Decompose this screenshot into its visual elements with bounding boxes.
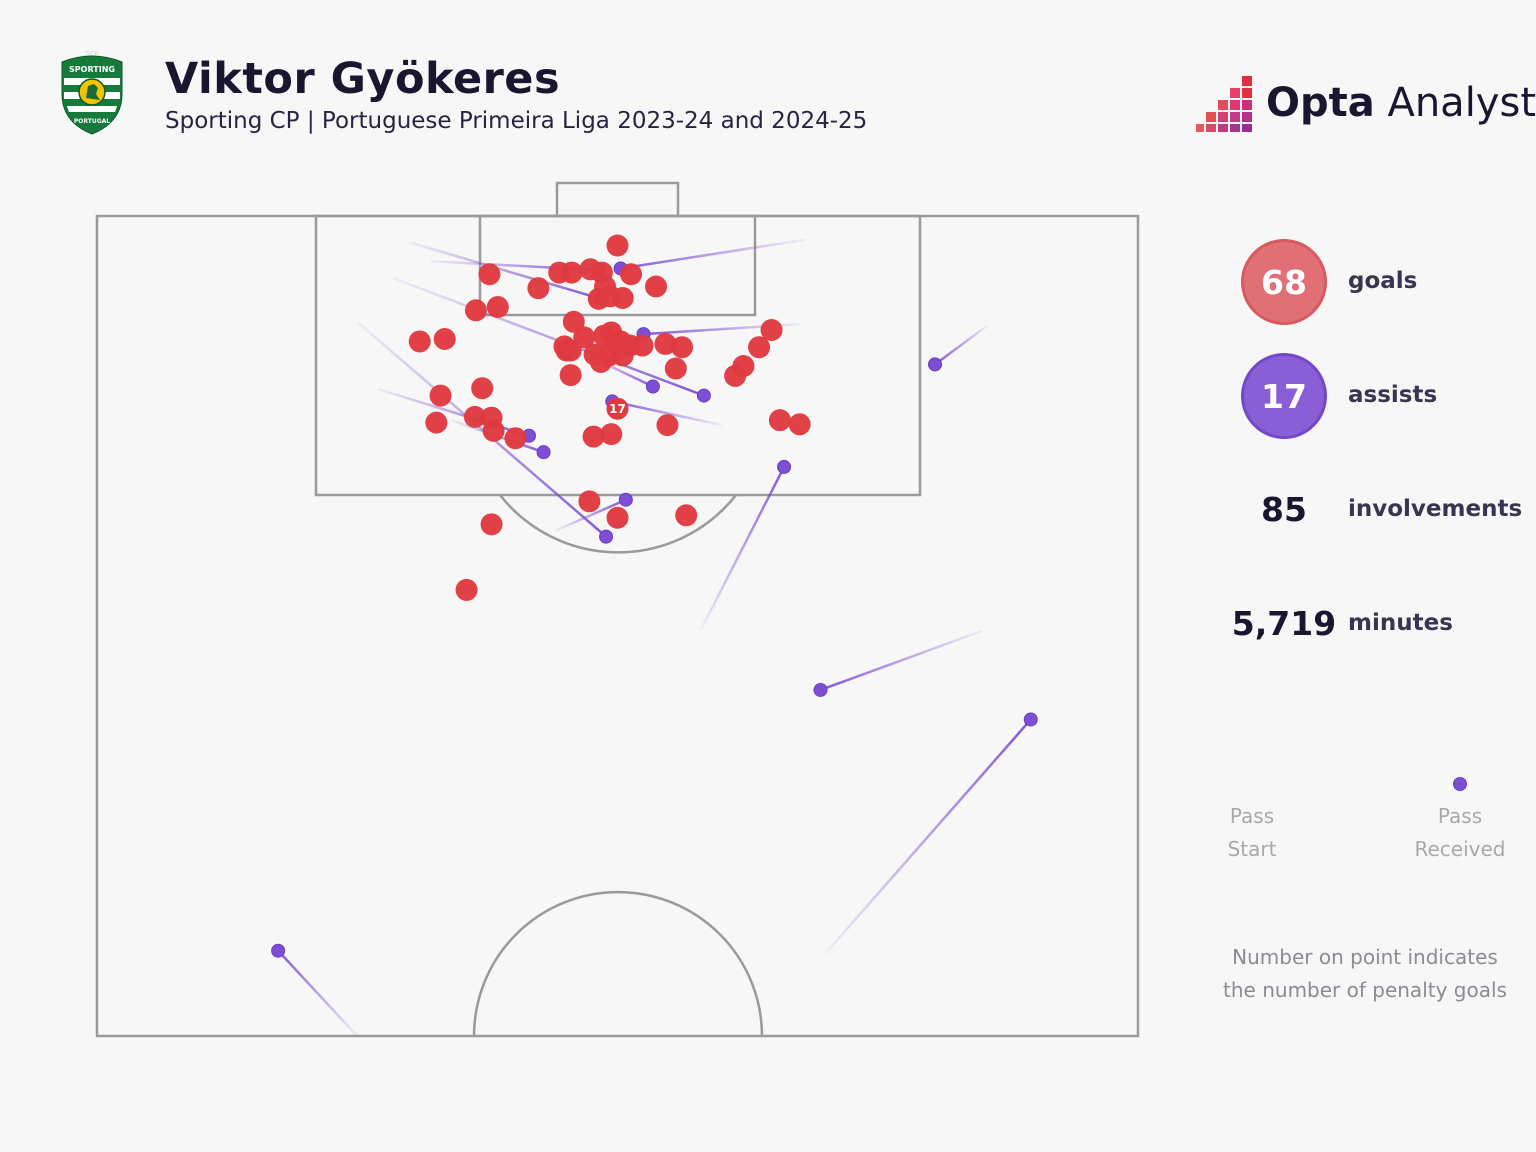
goals-label: goals (1348, 268, 1418, 294)
goal-point (464, 299, 487, 322)
legend-pass-line (1253, 777, 1467, 791)
assist-receive-point (1023, 712, 1038, 727)
goal-point (573, 326, 596, 349)
page-subtitle: Sporting CP | Portuguese Primeira Liga 2… (165, 108, 868, 134)
goal-point (788, 413, 811, 436)
goal-point (582, 425, 605, 448)
penalty-goal-point: 17 (606, 397, 629, 420)
assist-receive-point (645, 379, 660, 394)
goal-point (559, 339, 582, 362)
assist-pass-line (393, 277, 705, 397)
assist-pass-line (554, 498, 627, 533)
goals-circle: 68 (1241, 239, 1327, 325)
goal-points (408, 234, 811, 601)
goal-point (606, 506, 629, 529)
goal-point (656, 414, 679, 437)
assists-label: assists (1348, 382, 1438, 408)
goal-point (559, 364, 582, 387)
goal-point (600, 423, 623, 446)
penalty-arc (499, 494, 737, 554)
goal-point (504, 427, 527, 450)
assist-pass-line (824, 718, 1032, 955)
goal-point (425, 411, 448, 434)
assist-pass-line (934, 324, 988, 366)
goal-point (620, 263, 643, 286)
goal-point (433, 328, 456, 350)
centre-circle (472, 890, 764, 1037)
assist-pass-line (699, 466, 786, 631)
assist-receive-point (536, 445, 551, 460)
assist-receive-point (777, 459, 792, 474)
assist-receive-point (271, 943, 286, 958)
minutes-value: 5,719 (1231, 604, 1337, 643)
assist-pass-line (620, 238, 806, 270)
assist-pass-line (408, 241, 602, 301)
header: SCP SPORTING PORTUGAL Viktor Gyökeres Sp… (0, 0, 1536, 160)
opta-analyst-wordmark: Opta Analyst (1266, 80, 1536, 126)
legend-pass-start-label: Pass Start (1227, 804, 1277, 861)
assist-receive-point (928, 357, 943, 372)
goal-point (482, 419, 505, 442)
goal-point (675, 504, 698, 527)
legend-pass-received-dot (1453, 777, 1467, 791)
svg-text:SPORTING: SPORTING (69, 65, 115, 74)
involvements-label: involvements (1348, 496, 1523, 522)
assist-receive-point (618, 492, 633, 507)
sporting-cp-crest: SCP SPORTING PORTUGAL (61, 50, 123, 135)
goals-value: 68 (1261, 262, 1307, 302)
goal-point (654, 332, 677, 355)
svg-text:PORTUGAL: PORTUGAL (74, 118, 110, 125)
goal-point (671, 336, 694, 359)
goal-point (562, 310, 585, 333)
goal-point (631, 334, 654, 357)
assist-receive-point (813, 682, 828, 697)
penalty-note: Number on point indicates the number of … (1223, 945, 1507, 1002)
assist-pass-line (277, 949, 359, 1037)
legend-pass-received-label: Pass Received (1414, 804, 1506, 861)
goal-point (760, 318, 783, 341)
penalty-goal-point (606, 397, 629, 420)
pitch-markings (95, 181, 1140, 1038)
assists-value: 17 (1261, 376, 1307, 416)
assist-passes (271, 238, 1038, 1037)
goal-point (560, 261, 583, 284)
goal-point (724, 364, 747, 387)
goal-point (527, 277, 550, 300)
assist-pass-line (377, 387, 530, 437)
goal-point (611, 287, 634, 309)
goal-point (471, 377, 494, 400)
assist-pass-line (612, 400, 722, 427)
minutes-label: minutes (1348, 610, 1453, 636)
goal-point (455, 578, 478, 601)
goal-point (463, 405, 486, 428)
assist-pass-line (356, 320, 607, 538)
goal-point (748, 336, 771, 359)
assist-receive-point (599, 529, 614, 544)
goal-point (478, 263, 501, 286)
goal-point (408, 330, 431, 353)
goal-point (606, 234, 629, 257)
goal-point (486, 296, 509, 319)
goal-point (578, 490, 601, 513)
goal-point (645, 275, 668, 298)
goal-point (664, 357, 687, 380)
goal (555, 181, 680, 218)
opta-logo-icon (1196, 76, 1252, 132)
assist-pass-line (820, 629, 983, 692)
goal-point (429, 384, 452, 407)
assists-circle: 17 (1241, 353, 1327, 439)
assist-receive-point (696, 388, 711, 403)
svg-text:SCP: SCP (85, 50, 99, 58)
goal-point (480, 513, 503, 536)
penalty-goal-count: 17 (609, 402, 626, 416)
page-title: Viktor Gyökeres (165, 54, 561, 104)
goal-point (768, 409, 791, 432)
involvements-value: 85 (1261, 490, 1307, 529)
